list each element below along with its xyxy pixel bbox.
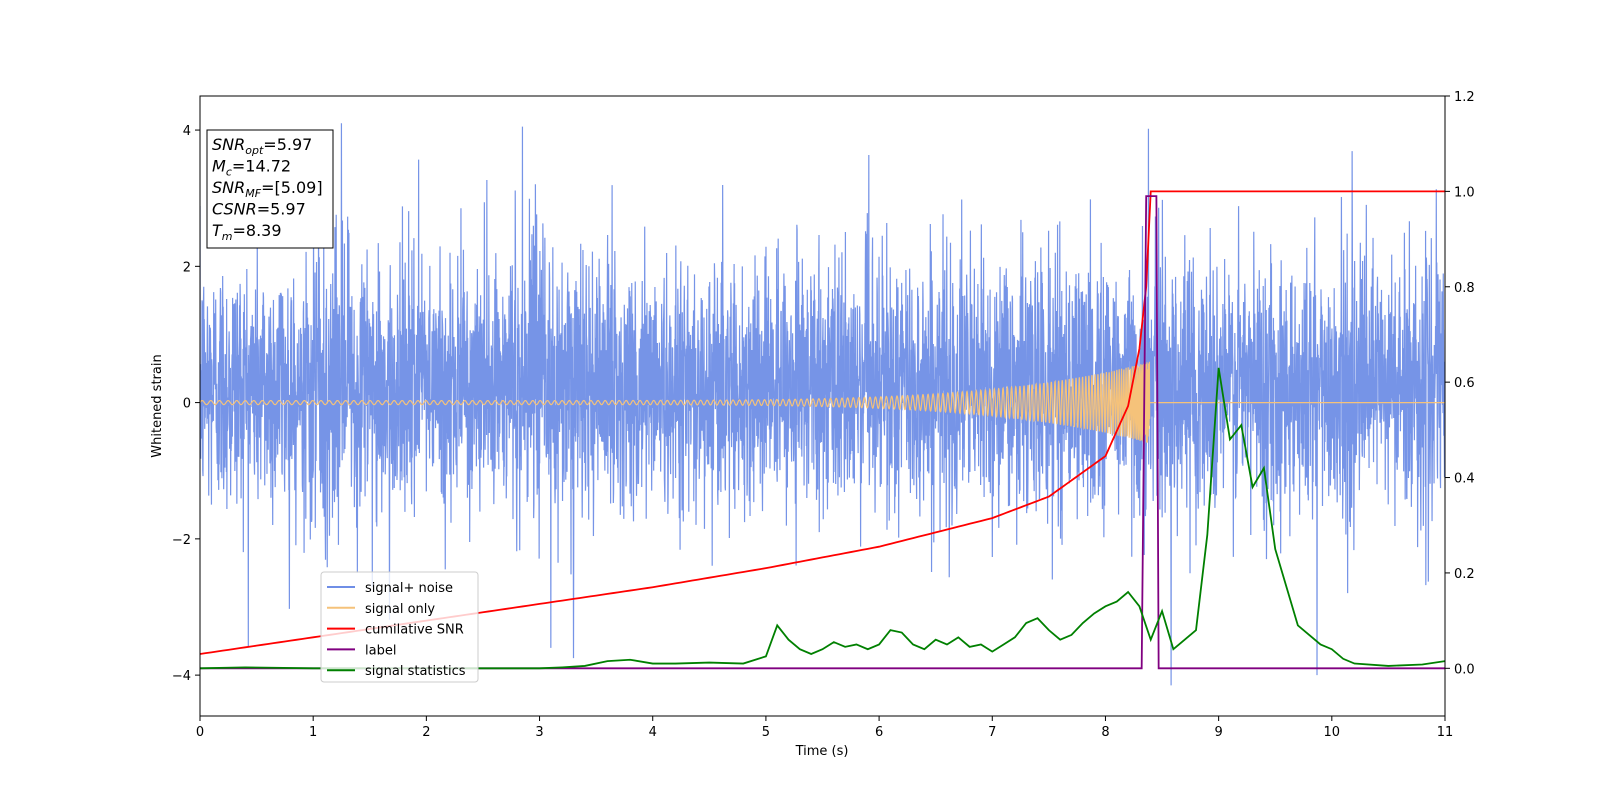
legend-label: signal statistics [365, 664, 466, 679]
x-tick-label: 0 [196, 725, 204, 740]
annotation-line: Mc=14.72 [212, 157, 291, 179]
annotation-line: SNRMF=[5.09] [212, 178, 323, 200]
annotation-subscript: opt [245, 144, 264, 157]
left-y-axis-ticks: −4 −2 0 2 4 [172, 124, 200, 684]
annotation-value: =[5.09] [261, 178, 323, 197]
annotation-box: SNRopt=5.97Mc=14.72SNRMF=[5.09]CSNR=5.97… [206, 129, 334, 249]
series-signal-noise [200, 123, 1445, 686]
legend: signal+ noise signal only cumilative SNR la… [320, 571, 479, 683]
x-tick-label: 11 [1437, 725, 1454, 740]
left-y-tick-label: −2 [172, 533, 191, 548]
x-tick-label: 2 [422, 725, 430, 740]
right-y-axis-ticks: 0.0 0.2 0.4 0.6 0.8 1.0 1.2 [1445, 90, 1475, 677]
annotation-symbol: M [212, 157, 226, 176]
legend-label: signal+ noise [365, 581, 453, 596]
annotation-value: =14.72 [232, 157, 291, 176]
legend-label: cumilative SNR [365, 623, 464, 638]
annotation-subscript: c [226, 166, 232, 179]
annotation-symbol: SNR [212, 178, 245, 197]
annotation-value: =8.39 [233, 221, 282, 240]
x-tick-label: 10 [1324, 725, 1341, 740]
annotation-line: SNRopt=5.97 [212, 135, 312, 157]
left-y-tick-label: −4 [172, 669, 191, 684]
annotation-symbol: SNR [212, 135, 245, 154]
x-axis-label: Time (s) [795, 744, 849, 759]
left-y-tick-label: 2 [183, 260, 191, 275]
right-y-tick-label: 0.4 [1454, 472, 1475, 487]
annotation-line: CSNR=5.97 [212, 200, 306, 219]
left-y-tick-label: 4 [183, 124, 191, 139]
right-y-tick-label: 0.0 [1454, 662, 1475, 677]
annotation-symbol: CSNR [212, 200, 257, 219]
x-tick-label: 4 [649, 725, 657, 740]
x-tick-label: 5 [762, 725, 770, 740]
plot-frame [199, 95, 1446, 717]
x-tick-label: 8 [1101, 725, 1109, 740]
left-y-tick-label: 0 [183, 397, 191, 412]
annotation-symbol: T [212, 221, 223, 240]
x-tick-label: 1 [309, 725, 317, 740]
annotation-subscript: MF [245, 187, 261, 200]
annotation-value: =5.97 [257, 200, 306, 219]
right-y-tick-label: 1.2 [1454, 90, 1475, 105]
annotation-frame [206, 129, 334, 249]
x-tick-label: 9 [1214, 725, 1222, 740]
right-y-tick-label: 0.2 [1454, 567, 1475, 582]
x-tick-label: 3 [535, 725, 543, 740]
annotation-line: Tm=8.39 [212, 221, 282, 243]
right-y-tick-label: 1.0 [1454, 185, 1475, 200]
annotation-subscript: m [222, 230, 233, 243]
left-y-axis-label: Whitened strain [150, 354, 165, 457]
legend-label: signal only [365, 602, 435, 617]
x-tick-label: 7 [988, 725, 996, 740]
legend-frame [320, 571, 479, 683]
series-label [200, 195, 1445, 670]
annotation-value: =5.97 [263, 135, 312, 154]
x-axis-ticks: 0 1 2 3 4 5 6 7 8 9 10 11 [196, 716, 1453, 740]
right-y-tick-label: 0.8 [1454, 281, 1475, 296]
series-signal-only [200, 361, 1445, 443]
x-tick-label: 6 [875, 725, 883, 740]
right-y-tick-label: 0.6 [1454, 376, 1475, 391]
series-signal-statistics [200, 367, 1445, 670]
legend-label: label [365, 643, 396, 658]
